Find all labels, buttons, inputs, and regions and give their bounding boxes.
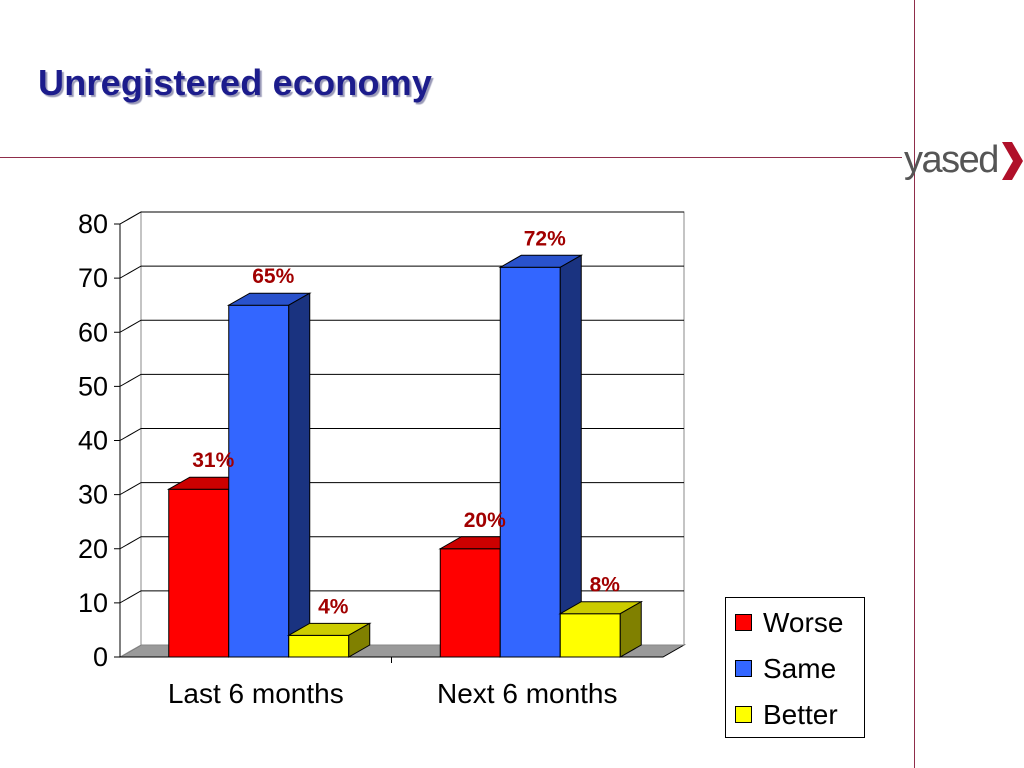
yased-logo: yased [900,136,1024,184]
y-tick-label: 30 [78,480,108,510]
legend-item-better: Better [735,700,863,730]
vertical-divider [914,0,915,768]
bar-front [499,266,561,658]
bar-side [348,622,371,658]
data-label: 4% [318,595,349,618]
bar-better [286,622,372,658]
x-tick-label: Last 6 months [168,678,344,709]
legend-label-same: Same [763,653,837,684]
y-tick-label: 50 [78,371,108,401]
legend-swatch-worse [735,614,752,631]
bar-side [559,254,582,658]
legend-label-worse: Worse [763,607,844,638]
legend-swatch-same [735,660,752,677]
data-label: 8% [590,574,621,597]
bar-front [439,548,501,658]
legend-item-same: Same [735,654,863,684]
data-label: 72% [524,227,566,250]
bar-front [288,634,350,658]
chevron-right-icon [1002,142,1023,180]
bar-same [498,254,584,658]
y-tick-label: 10 [78,588,108,618]
y-tick-label: 80 [78,209,108,239]
gridline [119,211,684,225]
chart-axes: 0 10 20 30 40 50 60 70 80 Last 6 months Next 6 mon… [78,209,663,709]
chart-legend: Worse Same Better [725,597,865,738]
bar-front [559,613,621,658]
chart-bars [166,254,644,658]
bar-better [558,600,644,658]
bar-front [228,304,290,658]
logo-text: yased [904,139,999,181]
bar-same [226,292,312,658]
x-tick-label: Next 6 months [437,678,618,709]
bar-side [619,600,642,658]
y-tick-label: 20 [78,534,108,564]
chart-data-labels: 31% 65% 4% 20% 72% 8% [192,227,620,618]
legend-item-worse: Worse [735,608,863,638]
legend-label-better: Better [763,699,838,730]
slide-title: Unregistered economy [38,62,433,103]
bar-side [288,292,311,658]
horizontal-divider [0,157,902,158]
data-label: 31% [192,449,234,472]
y-tick-label: 0 [93,642,108,672]
data-label: 65% [252,265,294,288]
y-tick-label: 60 [78,317,108,347]
legend-swatch-better [735,706,752,723]
y-tick-label: 70 [78,263,108,293]
data-label: 20% [464,509,506,532]
bar-front [168,488,230,658]
y-tick-label: 40 [78,426,108,456]
